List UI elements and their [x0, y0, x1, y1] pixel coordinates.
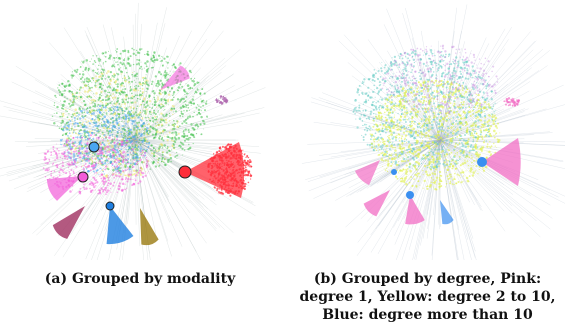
green-cluster — [51, 47, 208, 173]
olive-fan — [140, 208, 159, 246]
pink-fan — [482, 138, 521, 186]
hub-node — [477, 157, 487, 167]
caption-panel-a: (a) Grouped by modality — [44, 271, 236, 287]
magenta-cluster — [42, 134, 150, 196]
pink-cluster — [381, 44, 499, 116]
hub-node — [178, 165, 192, 179]
isolated-cluster — [503, 97, 521, 107]
isolated-cluster — [215, 95, 229, 105]
caption-b-line-1: (b) Grouped by degree, Pink: — [313, 271, 542, 287]
pink-fan — [160, 65, 190, 90]
pink-fan — [354, 160, 380, 186]
hub-node — [105, 201, 115, 211]
maroon-fan — [52, 206, 85, 239]
hub-node — [406, 191, 414, 199]
caption-b-line-3: Blue: degree more than 10 — [322, 307, 533, 323]
caption-b-line-2: degree 1, Yellow: degree 2 to 10, — [299, 289, 556, 305]
yellow-cluster — [369, 79, 501, 191]
network-graph-by-degree — [301, 4, 565, 260]
hub-node — [77, 171, 89, 183]
edge-bundle — [301, 4, 565, 260]
caption-panel-b: (b) Grouped by degree, Pink: degree 1, Y… — [290, 270, 565, 324]
hub-node — [88, 141, 100, 153]
yellow-cluster — [61, 70, 180, 179]
hub-node — [391, 169, 397, 175]
edge-bundle — [0, 2, 266, 260]
magenta-fan — [46, 176, 82, 201]
network-graph-by-modality — [0, 2, 266, 260]
blue-fan — [440, 200, 454, 225]
pink-fan — [363, 190, 390, 217]
blue-fan — [106, 206, 134, 245]
pink-fan — [405, 195, 425, 225]
red-cluster — [207, 143, 253, 197]
